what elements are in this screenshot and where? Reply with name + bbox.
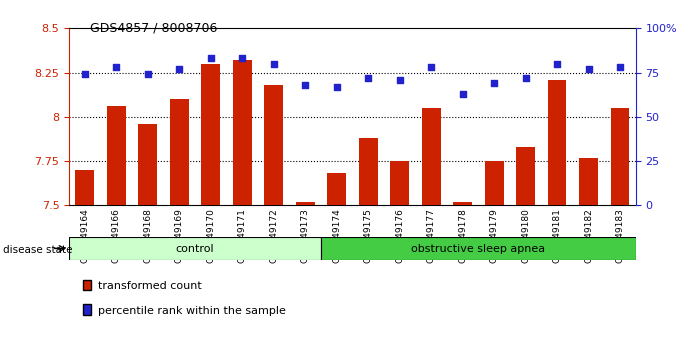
Bar xyxy=(516,147,535,205)
Point xyxy=(237,56,248,61)
Point xyxy=(457,91,468,97)
Bar xyxy=(579,158,598,205)
Bar xyxy=(321,237,636,260)
Point xyxy=(489,80,500,86)
Bar xyxy=(107,106,126,205)
Text: transformed count: transformed count xyxy=(98,281,202,291)
Point xyxy=(142,72,153,77)
Point xyxy=(551,61,562,67)
Point xyxy=(426,64,437,70)
Text: control: control xyxy=(176,244,214,254)
Point xyxy=(394,77,405,82)
Point xyxy=(614,64,625,70)
Bar xyxy=(453,202,472,205)
Point xyxy=(205,56,216,61)
Bar xyxy=(170,99,189,205)
Point xyxy=(331,84,342,90)
Bar xyxy=(547,80,567,205)
Point xyxy=(173,66,184,72)
Bar xyxy=(201,64,220,205)
Bar xyxy=(264,85,283,205)
Text: GDS4857 / 8008706: GDS4857 / 8008706 xyxy=(90,21,217,34)
Bar xyxy=(359,138,377,205)
Bar xyxy=(75,170,94,205)
Point xyxy=(268,61,279,67)
Bar xyxy=(233,60,252,205)
Point xyxy=(79,72,91,77)
Point xyxy=(300,82,311,88)
Text: disease state: disease state xyxy=(3,245,73,255)
Bar xyxy=(69,237,321,260)
Point xyxy=(363,75,374,81)
Bar xyxy=(328,173,346,205)
Bar xyxy=(484,161,504,205)
Bar xyxy=(390,161,409,205)
Point xyxy=(111,64,122,70)
Bar xyxy=(611,108,630,205)
Point xyxy=(583,66,594,72)
Text: obstructive sleep apnea: obstructive sleep apnea xyxy=(411,244,545,254)
Bar xyxy=(138,124,158,205)
Bar xyxy=(422,108,441,205)
Point xyxy=(520,75,531,81)
Text: percentile rank within the sample: percentile rank within the sample xyxy=(98,306,286,316)
Bar xyxy=(296,202,314,205)
